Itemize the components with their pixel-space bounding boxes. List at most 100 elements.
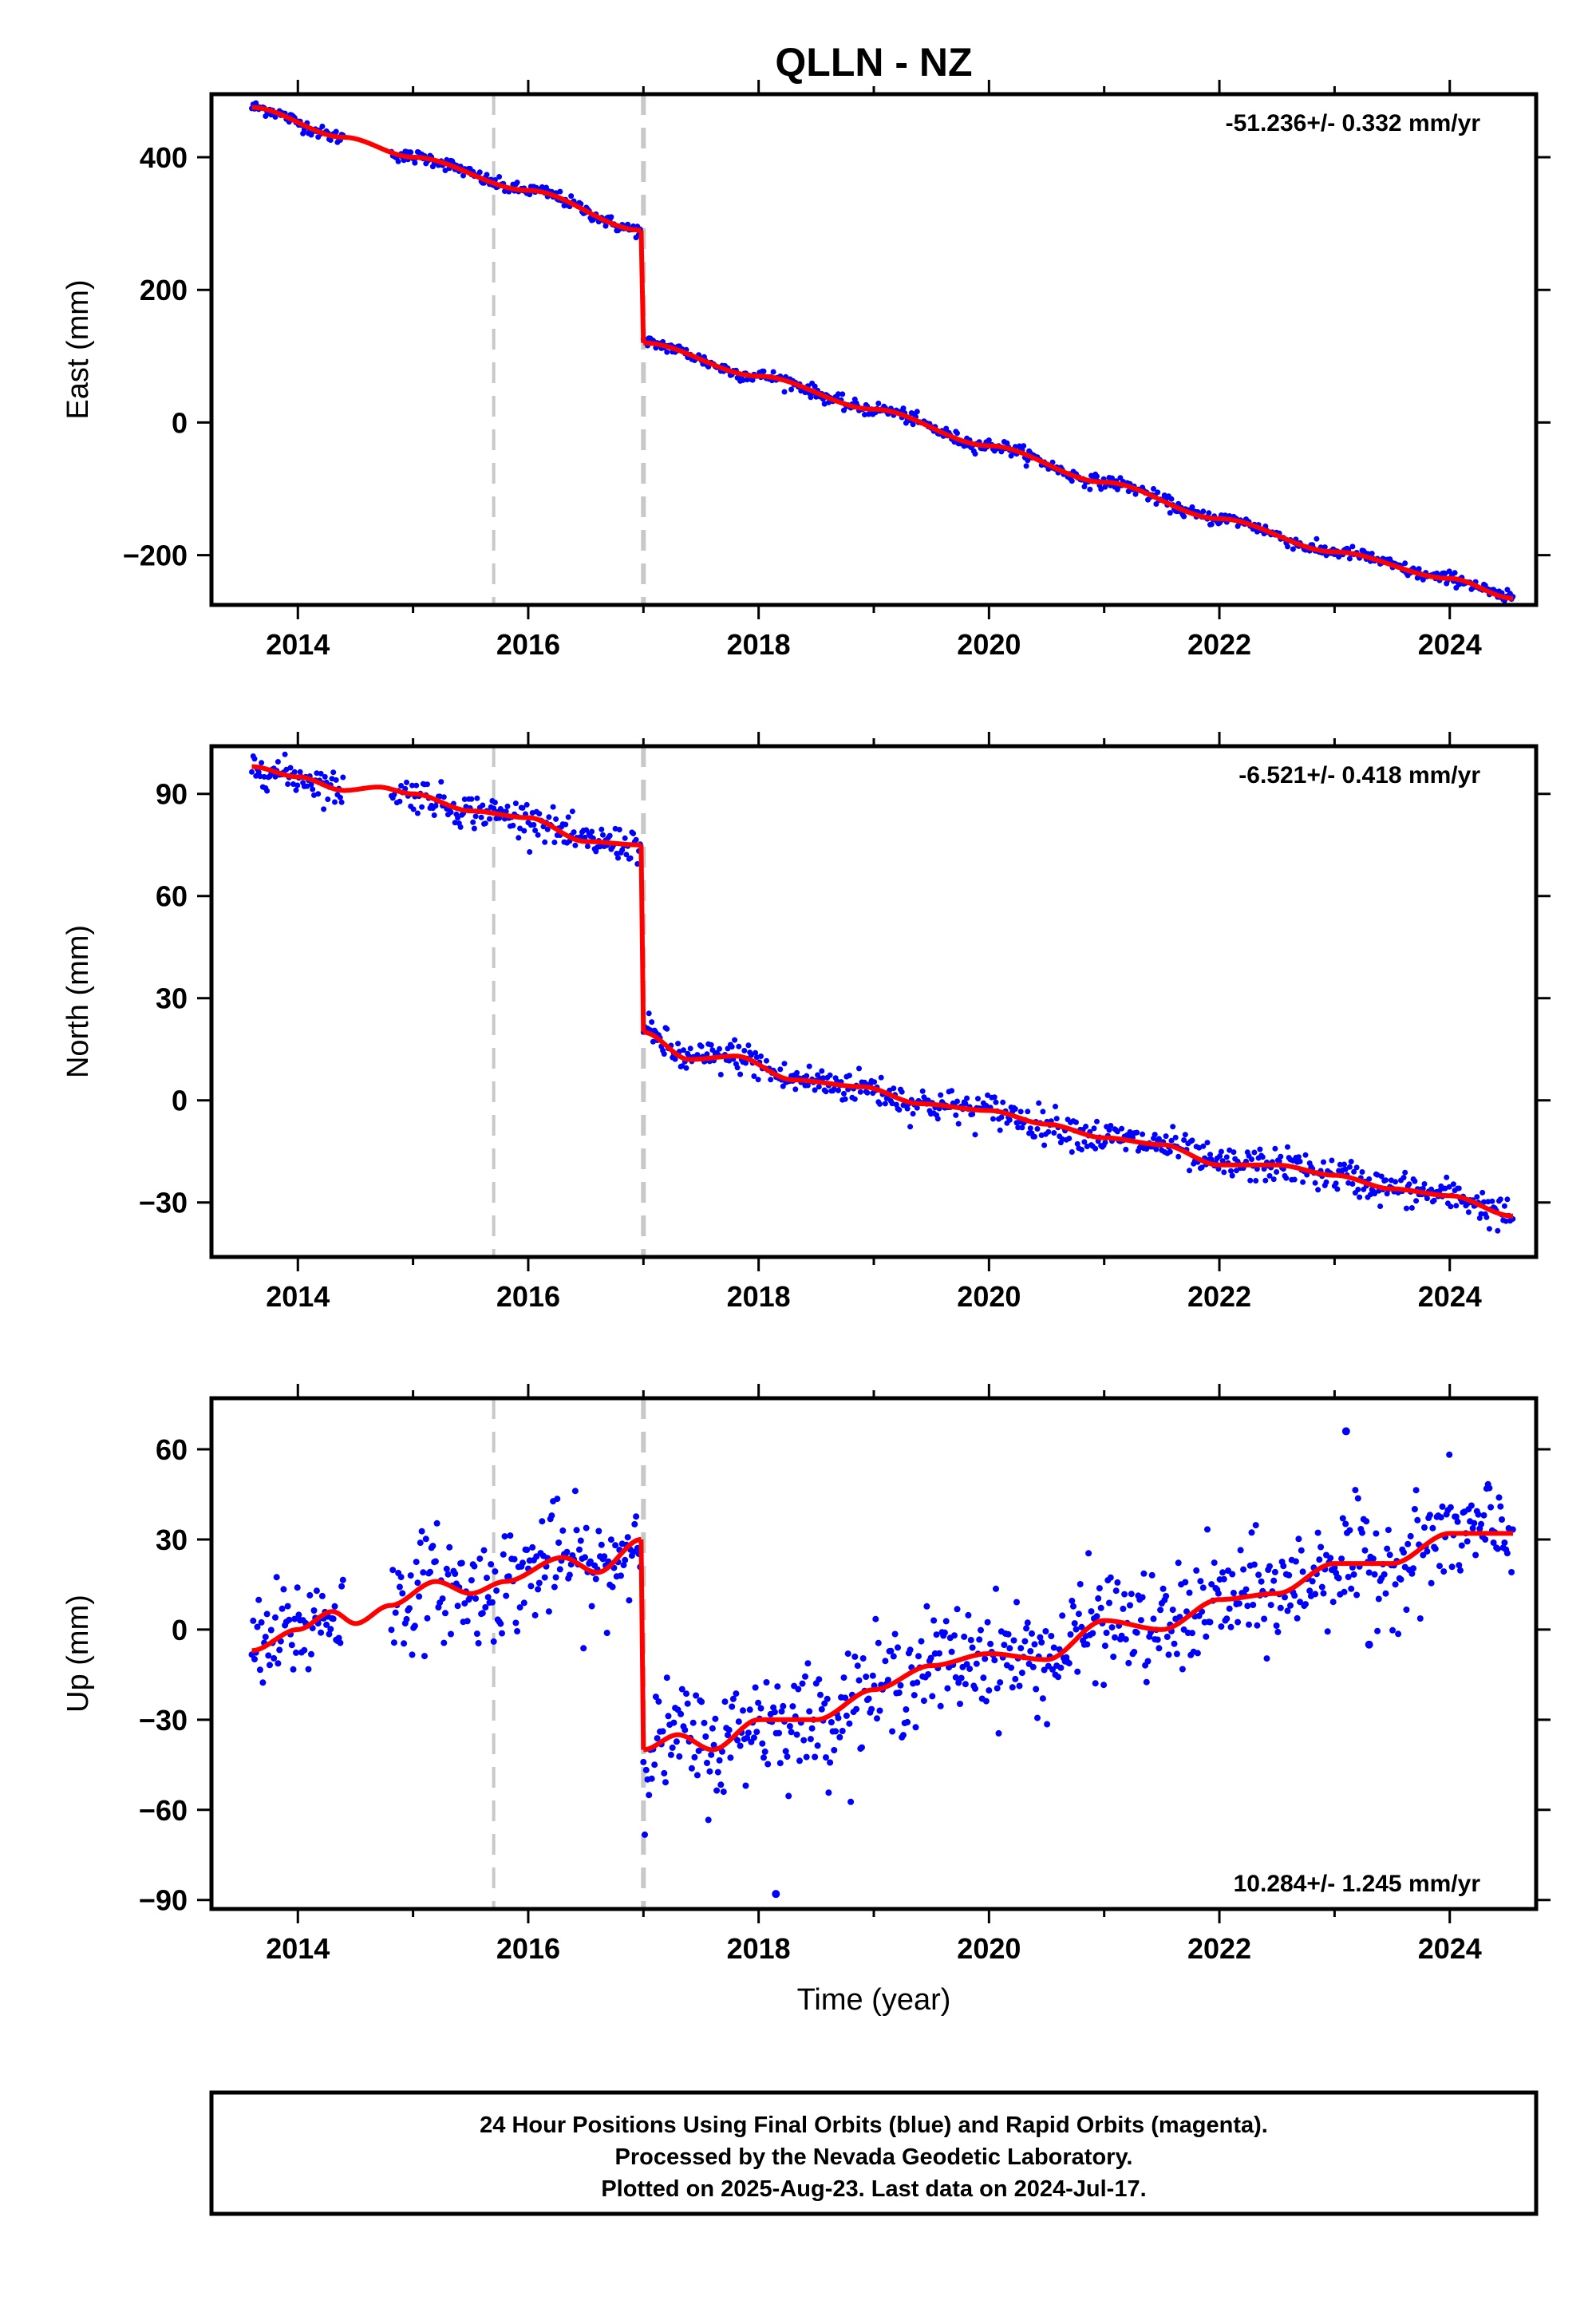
data-point bbox=[1098, 486, 1104, 492]
data-point bbox=[1312, 1591, 1319, 1598]
data-point bbox=[1246, 1621, 1252, 1628]
data-point bbox=[1403, 1607, 1410, 1613]
data-point bbox=[782, 1748, 789, 1755]
data-point bbox=[1096, 1585, 1103, 1592]
data-point bbox=[471, 825, 477, 832]
data-point bbox=[551, 1583, 558, 1591]
data-point bbox=[501, 1533, 508, 1540]
data-point bbox=[786, 1723, 793, 1729]
data-point bbox=[1298, 1547, 1305, 1554]
data-point bbox=[774, 1683, 781, 1690]
data-point bbox=[714, 1769, 721, 1776]
data-point bbox=[418, 1528, 425, 1535]
data-point bbox=[488, 1599, 496, 1606]
data-point bbox=[876, 1707, 883, 1714]
data-point bbox=[733, 1690, 740, 1697]
data-point bbox=[1051, 1130, 1057, 1136]
data-point bbox=[1103, 1630, 1110, 1636]
data-point bbox=[425, 781, 430, 788]
data-point bbox=[327, 137, 334, 143]
data-point bbox=[1280, 1563, 1287, 1570]
data-point bbox=[737, 1742, 744, 1749]
data-point bbox=[484, 1575, 490, 1582]
y-tick-label: −200 bbox=[123, 539, 188, 572]
data-point bbox=[863, 1674, 870, 1680]
data-point bbox=[961, 1633, 968, 1640]
data-point bbox=[972, 1132, 978, 1138]
data-point bbox=[389, 1567, 397, 1574]
data-point bbox=[721, 1698, 729, 1705]
data-point bbox=[688, 1765, 695, 1772]
data-point bbox=[510, 822, 516, 828]
data-point bbox=[1140, 1131, 1146, 1137]
data-point bbox=[799, 1680, 806, 1687]
data-point bbox=[972, 1685, 978, 1692]
y-tick-label: −60 bbox=[139, 1794, 188, 1827]
data-point bbox=[972, 451, 978, 457]
data-point bbox=[293, 1649, 299, 1656]
data-point bbox=[859, 1655, 867, 1662]
data-point bbox=[399, 1590, 406, 1597]
data-point bbox=[763, 1679, 770, 1686]
data-point bbox=[846, 1720, 853, 1727]
data-point bbox=[455, 815, 461, 821]
data-point bbox=[1299, 1568, 1306, 1575]
data-point bbox=[994, 1685, 1001, 1692]
data-point bbox=[1189, 504, 1195, 510]
data-point bbox=[520, 1599, 527, 1607]
data-point bbox=[684, 1700, 691, 1707]
data-point bbox=[1041, 1666, 1048, 1674]
data-point bbox=[1486, 1226, 1492, 1232]
data-point bbox=[1203, 1633, 1210, 1640]
data-point bbox=[1208, 1581, 1215, 1588]
data-point bbox=[778, 1708, 785, 1715]
data-point bbox=[612, 825, 618, 832]
data-point bbox=[1456, 1185, 1462, 1192]
data-point bbox=[1361, 1547, 1369, 1554]
data-point bbox=[923, 1603, 930, 1610]
data-point bbox=[1359, 1169, 1365, 1175]
data-point bbox=[571, 1488, 579, 1495]
data-point bbox=[633, 1513, 640, 1520]
data-points bbox=[249, 751, 1516, 1234]
data-point bbox=[925, 1671, 932, 1678]
data-point bbox=[1156, 1645, 1163, 1652]
data-point bbox=[446, 1543, 453, 1551]
data-point bbox=[1274, 1628, 1282, 1635]
data-point bbox=[1106, 1599, 1112, 1607]
data-point bbox=[250, 1617, 257, 1624]
y-tick-label: 90 bbox=[156, 778, 188, 811]
data-point bbox=[1453, 1203, 1460, 1209]
data-point bbox=[338, 1583, 346, 1590]
data-point bbox=[1070, 1603, 1077, 1610]
data-point bbox=[727, 1754, 734, 1761]
data-point bbox=[475, 1640, 482, 1646]
data-point bbox=[331, 1603, 338, 1610]
data-point bbox=[806, 1708, 813, 1715]
data-point bbox=[795, 1686, 802, 1693]
data-point bbox=[966, 1666, 974, 1673]
data-point bbox=[1369, 1555, 1377, 1563]
data-point bbox=[1144, 1146, 1150, 1152]
data-point bbox=[832, 1728, 839, 1735]
data-point bbox=[559, 1527, 567, 1534]
data-point bbox=[900, 405, 907, 412]
data-point bbox=[1353, 1591, 1361, 1599]
data-point bbox=[907, 1124, 914, 1130]
data-point bbox=[624, 1534, 631, 1541]
data-point bbox=[1267, 1602, 1274, 1609]
footer-box: 24 Hour Positions Using Final Orbits (bl… bbox=[209, 2090, 1539, 2216]
data-point bbox=[1447, 1504, 1454, 1511]
data-point bbox=[1300, 1179, 1306, 1185]
data-point bbox=[914, 1105, 920, 1111]
y-tick-label: 0 bbox=[172, 1085, 188, 1117]
data-point bbox=[851, 1653, 859, 1660]
data-point bbox=[1339, 1515, 1346, 1522]
data-point bbox=[603, 1630, 610, 1637]
data-point bbox=[844, 1650, 851, 1658]
data-point bbox=[706, 1768, 713, 1775]
data-point bbox=[1049, 1666, 1056, 1673]
data-point bbox=[904, 1105, 911, 1112]
data-point bbox=[1487, 1504, 1495, 1511]
